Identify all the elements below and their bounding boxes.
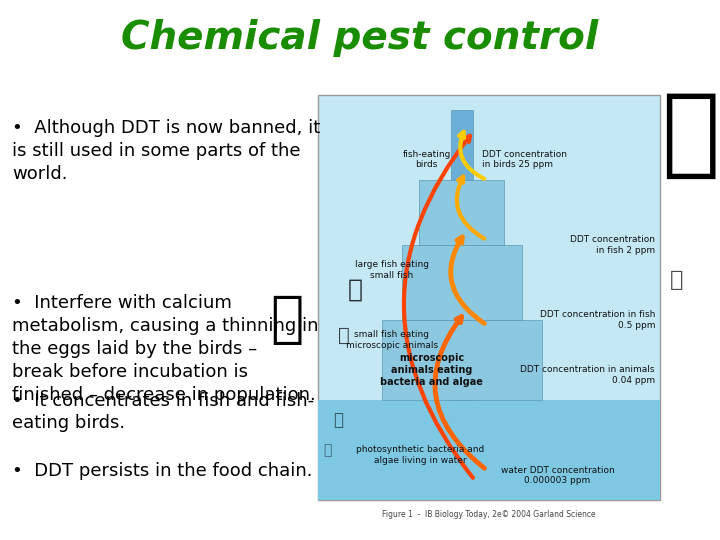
Text: 🐟: 🐟 (348, 278, 363, 302)
Bar (402, 245, 521, 320)
Text: small fish eating
microscopic animals: small fish eating microscopic animals (346, 330, 438, 350)
Text: DDT concentration
in birds 25 ppm: DDT concentration in birds 25 ppm (482, 150, 567, 170)
Text: •  Interfere with calcium
metabolism, causing a thinning in
the eggs laid by the: • Interfere with calcium metabolism, cau… (12, 294, 318, 404)
Text: 🐟: 🐟 (338, 326, 350, 345)
Text: •  DDT persists in the food chain.: • DDT persists in the food chain. (12, 462, 312, 480)
Text: •  Although DDT is now banned, it
is still used in some parts of the
world.: • Although DDT is now banned, it is stil… (12, 119, 320, 183)
Text: photosynthetic bacteria and
algae living in water: photosynthetic bacteria and algae living… (356, 446, 485, 465)
Text: Figure 1  -  IB Biology Today, 2e© 2004 Garland Science: Figure 1 - IB Biology Today, 2e© 2004 Ga… (382, 510, 596, 519)
Text: water DDT concentration
0.000003 ppm: water DDT concentration 0.000003 ppm (500, 465, 614, 485)
Text: fish-eating
birds: fish-eating birds (402, 150, 451, 170)
Text: Chemical pest control: Chemical pest control (122, 19, 598, 57)
Text: 🐟: 🐟 (323, 443, 331, 457)
Text: 🐟: 🐟 (333, 411, 343, 429)
Text: DDT concentration
in fish 2 ppm: DDT concentration in fish 2 ppm (570, 235, 655, 255)
Bar (318, 400, 660, 500)
Text: 🦅: 🦅 (661, 89, 719, 181)
Bar (318, 95, 660, 500)
Text: •  It concentrates in fish and fish-
eating birds.: • It concentrates in fish and fish- eati… (12, 392, 314, 433)
Bar (382, 320, 541, 400)
Text: 🐟: 🐟 (270, 293, 303, 347)
Text: microscopic
animals eating
bacteria and algae: microscopic animals eating bacteria and … (380, 353, 483, 387)
Text: large fish eating
small fish: large fish eating small fish (355, 260, 428, 280)
Text: DDT concentration in animals
0.04 ppm: DDT concentration in animals 0.04 ppm (521, 365, 655, 384)
Text: 🐟: 🐟 (670, 270, 683, 290)
Bar (451, 110, 472, 400)
Text: DDT concentration in fish
0.5 ppm: DDT concentration in fish 0.5 ppm (539, 310, 655, 330)
Bar (419, 180, 504, 245)
